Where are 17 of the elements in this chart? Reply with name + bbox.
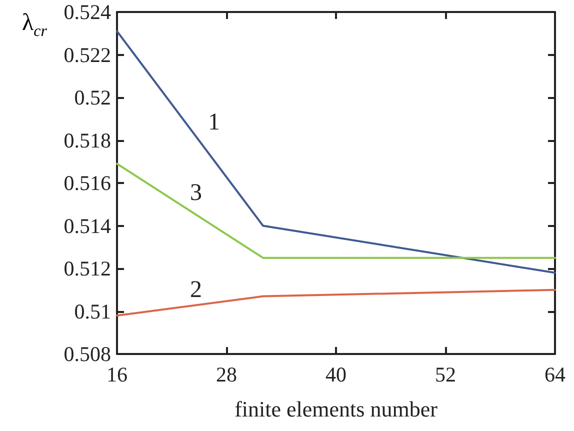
x-tick-label: 52 — [435, 362, 456, 386]
series-label: 2 — [190, 276, 202, 303]
y-tick-label: 0.516 — [64, 171, 111, 195]
series-label: 1 — [208, 109, 220, 136]
y-tick-label: 0.512 — [64, 256, 111, 280]
y-tick-label: 0.524 — [64, 0, 112, 24]
y-tick-label: 0.518 — [64, 128, 111, 152]
y-axis-title: λ$_{cr}$ — [22, 10, 47, 41]
x-tick-label: 40 — [326, 362, 346, 386]
y-tick-label: 0.522 — [64, 42, 111, 67]
x-tick-label: 28 — [216, 362, 237, 386]
y-tick-label: 0.51 — [74, 299, 111, 324]
series-label: 3 — [190, 180, 202, 206]
x-axis-title: finite elements number — [234, 396, 438, 422]
y-tick-label: 0.52 — [74, 86, 111, 110]
y-tick-label: 0.514 — [64, 214, 112, 238]
x-tick-label: 64 — [544, 362, 566, 386]
